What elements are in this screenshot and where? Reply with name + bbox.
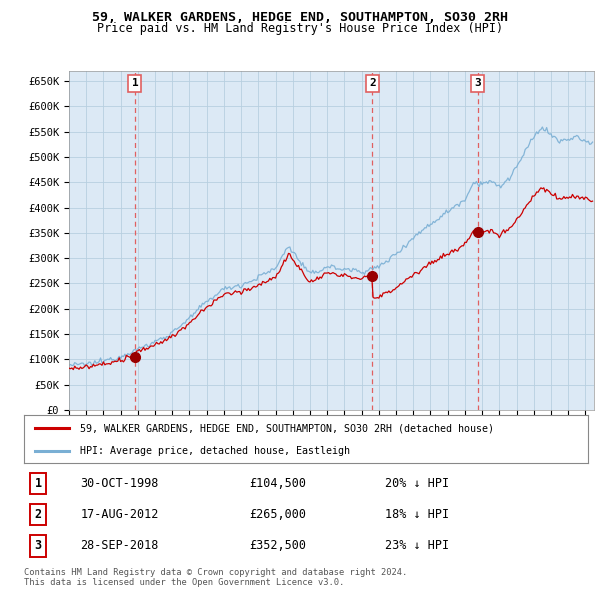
Text: Price paid vs. HM Land Registry's House Price Index (HPI): Price paid vs. HM Land Registry's House … bbox=[97, 22, 503, 35]
Text: 1: 1 bbox=[35, 477, 41, 490]
Text: £265,000: £265,000 bbox=[250, 508, 307, 522]
Text: 23% ↓ HPI: 23% ↓ HPI bbox=[385, 539, 449, 552]
Text: 59, WALKER GARDENS, HEDGE END, SOUTHAMPTON, SO30 2RH: 59, WALKER GARDENS, HEDGE END, SOUTHAMPT… bbox=[92, 11, 508, 24]
Text: Contains HM Land Registry data © Crown copyright and database right 2024.
This d: Contains HM Land Registry data © Crown c… bbox=[24, 568, 407, 587]
Text: 59, WALKER GARDENS, HEDGE END, SOUTHAMPTON, SO30 2RH (detached house): 59, WALKER GARDENS, HEDGE END, SOUTHAMPT… bbox=[80, 423, 494, 433]
Text: 2: 2 bbox=[369, 78, 376, 88]
Text: 3: 3 bbox=[35, 539, 41, 552]
Text: 30-OCT-1998: 30-OCT-1998 bbox=[80, 477, 159, 490]
Text: 28-SEP-2018: 28-SEP-2018 bbox=[80, 539, 159, 552]
Text: 17-AUG-2012: 17-AUG-2012 bbox=[80, 508, 159, 522]
Text: HPI: Average price, detached house, Eastleigh: HPI: Average price, detached house, East… bbox=[80, 446, 350, 456]
Text: 1: 1 bbox=[131, 78, 139, 88]
Text: £104,500: £104,500 bbox=[250, 477, 307, 490]
Text: 18% ↓ HPI: 18% ↓ HPI bbox=[385, 508, 449, 522]
Text: 3: 3 bbox=[474, 78, 481, 88]
Text: 20% ↓ HPI: 20% ↓ HPI bbox=[385, 477, 449, 490]
Text: £352,500: £352,500 bbox=[250, 539, 307, 552]
Text: 2: 2 bbox=[35, 508, 41, 522]
